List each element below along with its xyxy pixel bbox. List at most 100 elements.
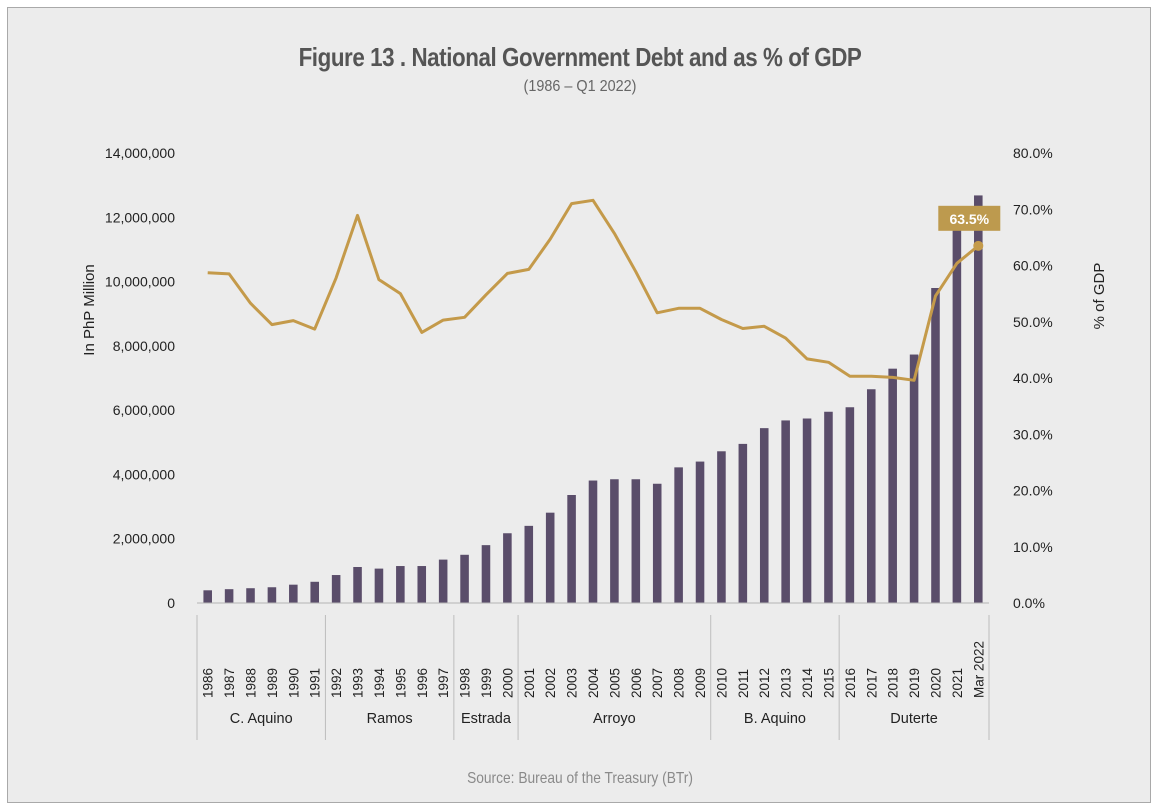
- x-tick-label: 2018: [886, 668, 901, 698]
- debt-bar: [845, 407, 855, 603]
- debt-bar: [503, 533, 512, 603]
- y-tick-label: 8,000,000: [113, 338, 175, 354]
- x-tick-label: 1995: [393, 668, 408, 698]
- debt-bar: [888, 368, 897, 603]
- x-tick-label: 1994: [372, 667, 387, 698]
- debt-bar: [909, 354, 919, 603]
- debt-bar: [331, 575, 341, 603]
- debt-bar: [396, 566, 405, 603]
- x-tick-label: 2001: [522, 668, 537, 698]
- x-tick-label: 2017: [864, 668, 879, 698]
- x-tick-label: 1998: [458, 668, 473, 698]
- gdp-ratio-line: [207, 198, 984, 382]
- y-tick-label: 14,000,000: [105, 145, 175, 161]
- debt-bars: [203, 195, 983, 603]
- x-tick-label: 2007: [650, 668, 665, 698]
- debt-bar: [460, 554, 469, 603]
- group-label: Ramos: [367, 711, 413, 727]
- debt-bar: [203, 590, 212, 603]
- y2-tick-label: 10.0%: [1013, 539, 1053, 555]
- debt-bar: [289, 584, 298, 603]
- x-tick-label: 2016: [843, 668, 858, 698]
- x-tick-label: 1986: [201, 668, 216, 698]
- chart-subtitle: (1986 – Q1 2022): [523, 78, 637, 95]
- debt-bar: [931, 288, 940, 603]
- gdp-ratio-series-line: [207, 198, 980, 382]
- debt-bar: [631, 479, 641, 603]
- debt-bar: [674, 467, 683, 603]
- debt-bar: [588, 480, 598, 603]
- y-tick-label: 6,000,000: [113, 402, 175, 418]
- x-tick-label: 2000: [500, 668, 515, 698]
- y2-tick-label: 40.0%: [1013, 370, 1053, 386]
- x-tick-label: 2019: [907, 668, 922, 698]
- y-tick-label: 4,000,000: [113, 466, 175, 482]
- y-tick-label: 12,000,000: [105, 209, 175, 225]
- x-tick-label: 1987: [222, 668, 237, 698]
- y-tick-label: 2,000,000: [113, 531, 175, 547]
- x-tick-label: 2012: [757, 668, 772, 698]
- group-label: C. Aquino: [230, 711, 293, 727]
- debt-bar: [974, 195, 983, 603]
- administration-groups: C. Aquino Ramos Estrada Arroyo B. Aquino Dute…: [196, 615, 990, 740]
- callout: 63.5%: [938, 205, 1001, 231]
- debt-bar: [717, 451, 726, 603]
- y2-axis-ticks: 0.0% 10.0% 20.0% 30.0% 40.0% 50.0% 60.0% 70.0% 8…: [1013, 145, 1053, 611]
- x-tick-label: 1990: [286, 668, 301, 698]
- x-tick-label: 2010: [714, 668, 729, 698]
- group-label: B. Aquino: [744, 711, 806, 727]
- y2-tick-label: 0.0%: [1013, 595, 1045, 611]
- x-tick-label: 1989: [265, 668, 280, 698]
- debt-bar: [438, 559, 448, 603]
- debt-bar: [610, 479, 619, 603]
- debt-bar: [246, 588, 255, 603]
- y2-tick-label: 70.0%: [1013, 201, 1053, 217]
- x-tick-label: 1992: [329, 668, 344, 698]
- y-tick-label: 10,000,000: [105, 274, 175, 290]
- x-tick-label: 1991: [308, 668, 323, 698]
- x-tick-label: 2011: [736, 669, 751, 698]
- y2-axis-label: % of GDP: [1091, 263, 1108, 330]
- group-label: Duterte: [890, 711, 938, 727]
- y2-tick-label: 80.0%: [1013, 145, 1053, 161]
- debt-bar: [781, 420, 790, 603]
- debt-bar: [374, 568, 384, 603]
- x-tick-label: 2004: [586, 667, 601, 698]
- x-tick-label: 1999: [479, 668, 494, 698]
- x-tick-label: 2003: [565, 668, 580, 698]
- x-axis-labels: 1986 1987 1988 1989 1990 1991 1992 1993 1994 1995…: [201, 641, 987, 698]
- debt-bar: [481, 545, 491, 603]
- y2-tick-label: 50.0%: [1013, 314, 1053, 330]
- debt-bar: [353, 567, 362, 603]
- debt-bar: [310, 581, 320, 603]
- debt-bar: [952, 225, 962, 603]
- debt-bar: [267, 587, 277, 603]
- x-tick-label: 2013: [779, 668, 794, 698]
- group-label: Arroyo: [593, 711, 636, 727]
- y-axis-label: In PhP Million: [81, 264, 98, 355]
- x-tick-label: 1993: [351, 668, 366, 698]
- x-tick-label: Mar 2022: [971, 641, 986, 698]
- debt-bar: [759, 428, 769, 603]
- chart-source: Source: Bureau of the Treasury (BTr): [467, 770, 693, 787]
- debt-bar: [738, 443, 748, 603]
- callout-label: 63.5%: [949, 211, 989, 227]
- x-tick-label: 1996: [415, 668, 430, 698]
- y-tick-label: 0: [167, 595, 175, 611]
- x-tick-label: 1997: [436, 668, 451, 698]
- debt-bar: [417, 566, 427, 603]
- x-tick-label: 2014: [800, 667, 815, 698]
- debt-bar: [224, 589, 234, 603]
- x-tick-label: 2002: [543, 668, 558, 698]
- x-tick-label: 1988: [244, 668, 259, 698]
- debt-bar: [824, 411, 833, 603]
- debt-bar: [652, 483, 662, 603]
- x-tick-label: 2015: [821, 668, 836, 698]
- y2-tick-label: 20.0%: [1013, 483, 1053, 499]
- x-tick-label: 2009: [693, 668, 708, 698]
- debt-bar: [866, 389, 876, 603]
- last-point-marker: [973, 240, 984, 251]
- x-tick-label: 2008: [672, 668, 687, 698]
- debt-bar: [545, 512, 555, 603]
